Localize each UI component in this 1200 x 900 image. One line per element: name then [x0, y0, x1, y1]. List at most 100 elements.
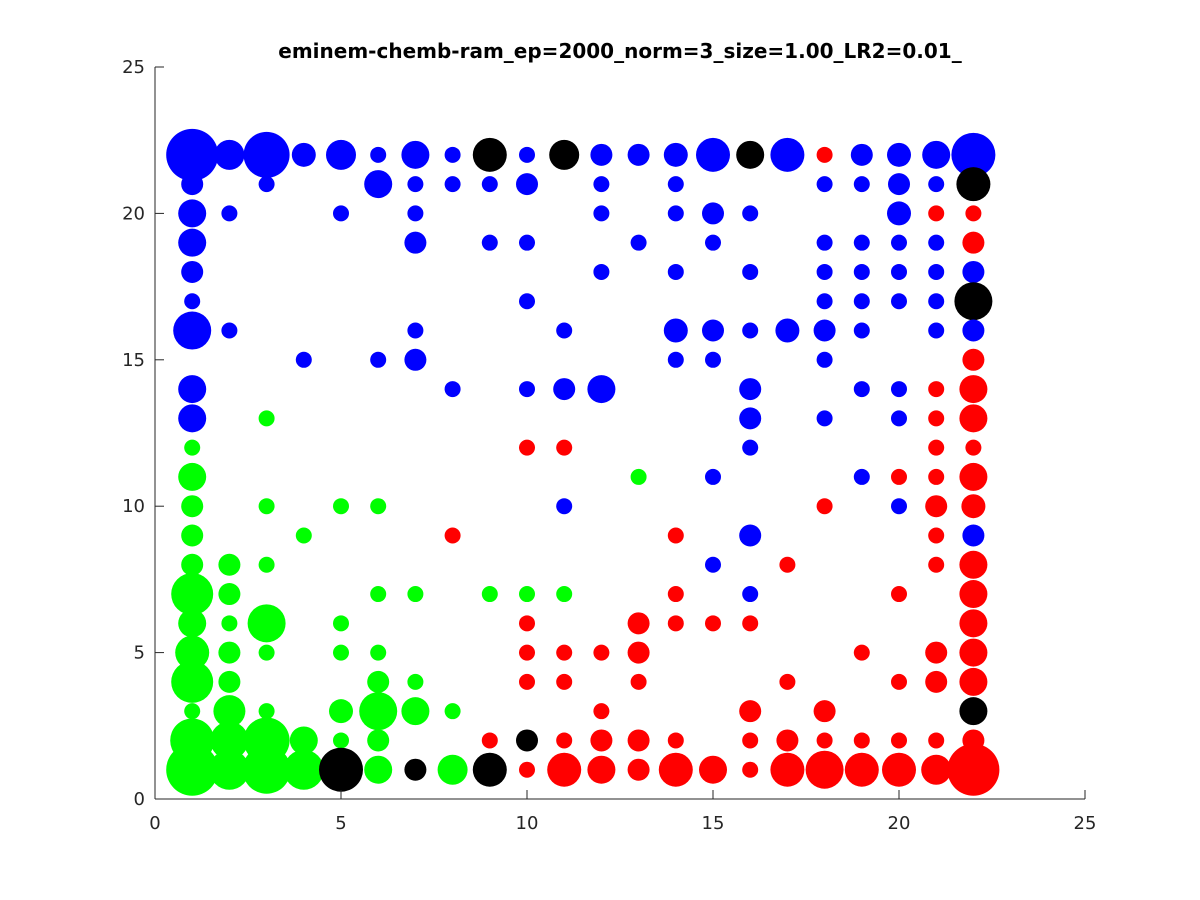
data-point: [699, 755, 727, 784]
data-point: [959, 462, 988, 491]
x-tick-label: 15: [702, 813, 725, 834]
x-tick-label: 25: [1074, 813, 1097, 834]
y-tick-label: 5: [134, 643, 145, 664]
data-point: [742, 761, 759, 778]
data-point: [667, 263, 684, 280]
data-point: [736, 140, 765, 169]
data-point: [965, 439, 982, 456]
data-point: [209, 749, 250, 790]
data-point: [404, 348, 427, 371]
data-point: [370, 586, 387, 603]
data-point: [816, 263, 833, 280]
data-point: [481, 234, 498, 251]
data-point: [954, 282, 993, 321]
data-point: [519, 439, 535, 456]
data-point: [853, 293, 870, 310]
x-tick-label: 5: [335, 813, 346, 834]
data-point: [178, 228, 207, 257]
data-point: [593, 205, 610, 222]
data-point: [667, 527, 684, 544]
data-point: [813, 319, 836, 342]
data-point: [739, 700, 762, 723]
data-point: [891, 732, 907, 749]
data-point: [166, 128, 219, 181]
data-point: [333, 205, 349, 222]
data-point: [593, 703, 610, 720]
data-point: [218, 553, 241, 576]
data-point: [961, 494, 986, 519]
x-tick-label: 20: [888, 813, 911, 834]
data-point: [891, 263, 907, 280]
data-point: [928, 234, 945, 251]
data-point: [816, 176, 833, 193]
data-point: [627, 758, 650, 781]
data-point: [407, 586, 424, 603]
data-point: [742, 615, 759, 632]
data-point: [779, 673, 796, 690]
data-point: [959, 580, 988, 609]
data-point: [928, 263, 945, 280]
data-point: [407, 205, 424, 222]
data-point: [816, 351, 833, 368]
data-point: [472, 137, 507, 172]
data-point: [853, 468, 870, 485]
data-point: [181, 524, 204, 547]
data-point: [556, 644, 573, 661]
data-point: [181, 553, 204, 576]
data-point: [370, 644, 387, 661]
data-point: [627, 729, 650, 752]
data-point: [891, 234, 907, 251]
data-point: [593, 176, 610, 193]
data-point: [667, 732, 684, 749]
data-point: [887, 142, 911, 167]
data-point: [213, 695, 246, 728]
data-point: [891, 293, 907, 310]
data-point: [925, 641, 948, 664]
data-point: [519, 381, 535, 398]
data-point: [705, 556, 721, 573]
data-point: [928, 293, 945, 310]
data-point: [739, 524, 762, 547]
data-point: [959, 375, 988, 404]
data-point: [258, 498, 275, 515]
data-point: [928, 527, 945, 544]
data-point: [813, 700, 836, 723]
data-point: [742, 732, 759, 749]
data-point: [181, 260, 204, 283]
data-point: [853, 644, 870, 661]
data-point: [853, 322, 870, 339]
data-point: [553, 378, 576, 401]
data-point: [519, 615, 535, 632]
data-point: [965, 205, 982, 222]
data-point: [739, 378, 762, 401]
data-point: [444, 527, 461, 544]
data-point: [705, 234, 721, 251]
data-point: [247, 604, 286, 643]
data-point: [333, 732, 349, 749]
data-point: [404, 758, 427, 781]
y-tick-label: 25: [122, 57, 145, 78]
data-point: [258, 410, 275, 427]
data-point: [210, 721, 249, 760]
data-point: [630, 234, 647, 251]
data-point: [805, 750, 844, 789]
data-point: [667, 205, 684, 222]
data-point: [214, 139, 245, 170]
data-point: [178, 462, 207, 491]
y-tick-label: 0: [134, 789, 145, 810]
data-point: [962, 260, 985, 283]
data-point: [627, 143, 650, 166]
data-point: [333, 498, 349, 515]
data-point: [962, 348, 985, 371]
data-point: [184, 439, 201, 456]
data-point: [221, 322, 238, 339]
data-point: [221, 205, 238, 222]
data-point: [742, 586, 759, 603]
data-point: [556, 498, 573, 515]
data-point: [947, 743, 1000, 796]
data-point: [891, 381, 907, 398]
data-point: [928, 322, 945, 339]
data-point: [181, 495, 204, 518]
data-point: [891, 410, 907, 427]
